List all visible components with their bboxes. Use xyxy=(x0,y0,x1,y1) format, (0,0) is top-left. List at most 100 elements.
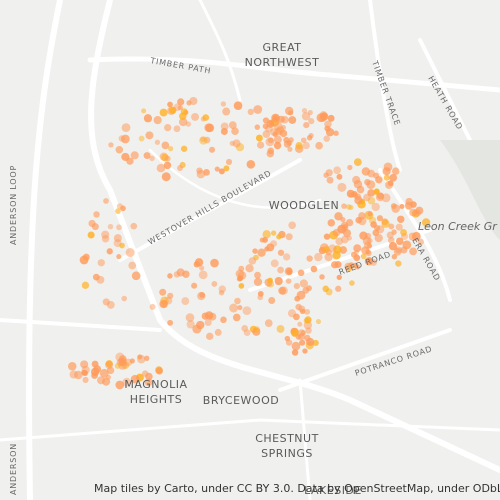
heat-point xyxy=(93,211,100,218)
place-label: HEIGHTS xyxy=(130,393,182,406)
heat-point xyxy=(87,231,95,239)
heat-point xyxy=(246,160,256,169)
heat-point xyxy=(218,285,227,293)
heat-point xyxy=(161,172,171,182)
heat-point xyxy=(268,297,276,305)
heat-point xyxy=(299,308,306,315)
place-label: MAGNOLIA xyxy=(124,378,187,391)
heat-point xyxy=(370,221,377,228)
place-label: WOODGLEN xyxy=(269,199,340,212)
heat-point xyxy=(373,189,380,196)
heat-point xyxy=(381,219,390,228)
heat-point xyxy=(357,216,367,226)
heat-point xyxy=(262,117,270,124)
heat-points xyxy=(67,96,431,390)
heat-point xyxy=(350,251,357,258)
heat-point xyxy=(315,141,323,150)
place-label: SPRINGS xyxy=(261,447,313,460)
heat-point xyxy=(143,152,151,160)
heat-point xyxy=(115,380,125,390)
heat-point xyxy=(248,257,257,265)
heat-point xyxy=(336,173,343,180)
park xyxy=(440,140,500,240)
heat-point xyxy=(273,141,282,150)
heat-point xyxy=(153,116,162,125)
heat-point xyxy=(316,113,326,123)
road xyxy=(298,378,312,500)
heat-point xyxy=(116,254,122,260)
heat-point xyxy=(141,108,147,114)
heat-point xyxy=(285,278,292,284)
heat-point xyxy=(279,286,288,295)
road xyxy=(26,0,63,500)
heat-point xyxy=(326,176,334,184)
heat-point xyxy=(82,376,89,383)
heat-point xyxy=(391,229,397,235)
heat-point xyxy=(179,112,187,121)
heat-point xyxy=(214,166,220,172)
heat-point xyxy=(361,167,371,176)
heat-point xyxy=(341,235,349,244)
place-label: BRYCEWOOD xyxy=(203,394,279,407)
heat-point xyxy=(388,223,395,230)
heat-point xyxy=(276,234,282,240)
heat-point xyxy=(288,110,294,116)
heat-point xyxy=(397,215,405,223)
heat-point xyxy=(391,254,398,260)
heat-point xyxy=(137,355,146,364)
heat-point xyxy=(270,230,277,236)
heat-point xyxy=(409,247,417,256)
heat-point xyxy=(300,330,306,336)
heat-point xyxy=(335,285,342,292)
heat-point xyxy=(276,325,285,333)
heat-point xyxy=(301,107,308,114)
heat-point xyxy=(79,255,89,265)
heat-point xyxy=(191,113,200,121)
heat-point xyxy=(354,193,362,201)
heat-point xyxy=(408,232,417,241)
heat-point xyxy=(167,319,174,326)
heat-point xyxy=(223,165,230,172)
heat-point xyxy=(395,223,403,231)
heat-point xyxy=(300,137,307,144)
road xyxy=(418,38,472,142)
heat-point xyxy=(262,130,271,138)
heat-point xyxy=(102,377,111,386)
heat-point xyxy=(115,208,121,214)
heat-point xyxy=(210,258,219,268)
heat-point xyxy=(189,96,198,106)
heat-point xyxy=(395,237,404,246)
heat-point xyxy=(287,146,293,152)
heat-point xyxy=(203,168,210,176)
place-label: CHESTNUT xyxy=(255,432,319,445)
heat-point xyxy=(272,131,278,137)
heat-point xyxy=(333,130,339,136)
heat-point xyxy=(264,319,273,327)
heat-point xyxy=(395,260,402,267)
heat-point xyxy=(264,124,273,133)
heat-point xyxy=(116,224,122,231)
heat-point xyxy=(332,251,341,260)
heat-point xyxy=(281,116,289,124)
road xyxy=(0,318,162,332)
heat-point xyxy=(417,238,425,246)
heat-point xyxy=(206,332,214,341)
heat-point xyxy=(243,329,251,337)
heat-point xyxy=(376,225,385,234)
heat-point xyxy=(319,274,325,280)
road-label: ANDERSON LOOP xyxy=(9,165,18,245)
heat-point xyxy=(270,259,279,268)
heat-point xyxy=(115,145,124,154)
heat-point xyxy=(257,290,264,297)
heat-point xyxy=(155,367,163,375)
heat-point xyxy=(220,316,227,324)
heat-point xyxy=(211,281,218,287)
heat-point xyxy=(129,358,135,364)
heat-point xyxy=(108,142,114,148)
heat-point xyxy=(262,230,271,239)
heat-point xyxy=(336,274,342,281)
heat-point xyxy=(218,168,225,175)
road xyxy=(87,56,500,93)
heat-point xyxy=(99,368,109,378)
